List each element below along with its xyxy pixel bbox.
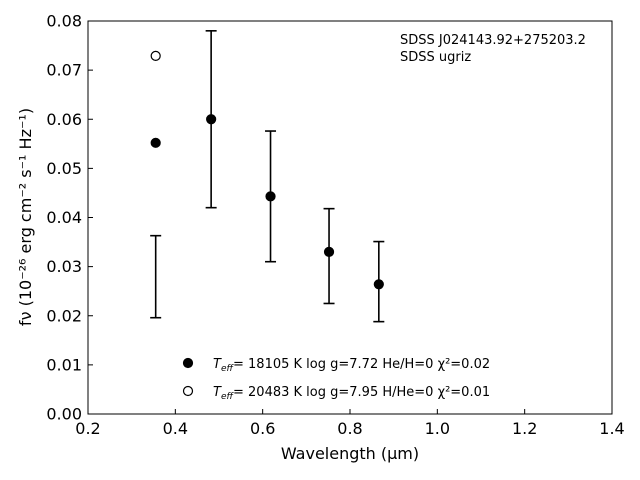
plot-area — [150, 30, 385, 323]
model-filled-point-0 — [150, 137, 161, 148]
legend-entry-2-rest: = 20483 K log g=7.95 H/He=0 χ²=0.01 — [233, 385, 490, 400]
annotation-filter-set: SDSS ugriz — [400, 50, 471, 65]
y-tick-label-7: 0.07 — [46, 61, 82, 80]
y-tick-label-0: 0.00 — [46, 405, 82, 424]
x-tick-label-6: 1.4 — [599, 419, 624, 438]
annotation-object-name: SDSS J024143.92+275203.2 — [400, 33, 586, 48]
x-tick-label-5: 1.2 — [512, 419, 537, 438]
y-tick-label-1: 0.01 — [46, 355, 82, 374]
y-tick-label-4: 0.04 — [46, 208, 82, 227]
y-tick-label-5: 0.05 — [46, 159, 82, 178]
legend-entry-2-teff: T — [213, 385, 222, 400]
legend-marker-open — [182, 385, 194, 397]
x-axis: 0.2 0.4 0.6 0.8 1.0 1.2 1.4 — [75, 409, 625, 438]
legend-marker-filled — [182, 357, 194, 369]
model-filled-point-1 — [206, 114, 217, 125]
legend-entry-1-teff: T — [213, 357, 222, 372]
x-tick-label-3: 0.8 — [337, 419, 362, 438]
model-filled-point-2 — [265, 191, 276, 202]
legend-entry-2: Teff= 20483 K log g=7.95 H/He=0 χ²=0.01 — [213, 385, 490, 402]
x-tick-label-1: 0.4 — [163, 419, 188, 438]
x-tick-label-0: 0.2 — [75, 419, 100, 438]
model-filled-point-3 — [323, 246, 335, 257]
y-tick-label-3: 0.03 — [46, 257, 82, 276]
x-tick-label-2: 0.6 — [250, 419, 275, 438]
y-tick-label-2: 0.02 — [46, 306, 82, 325]
y-tick-label-8: 0.08 — [46, 12, 82, 31]
legend-entry-2-teff-sub: eff — [221, 392, 235, 402]
y-tick-label-6: 0.06 — [46, 110, 82, 129]
legend: Teff= 18105 K log g=7.72 He/H=0 χ²=0.02 … — [182, 357, 490, 402]
x-tick-label-4: 1.0 — [425, 419, 450, 438]
model-open-point-0 — [150, 50, 161, 61]
model-filled-point-4 — [373, 279, 384, 290]
legend-entry-1: Teff= 18105 K log g=7.72 He/H=0 χ²=0.02 — [213, 357, 490, 374]
legend-entry-1-teff-sub: eff — [221, 364, 235, 374]
x-axis-title: Wavelength (μm) — [281, 444, 419, 463]
y-axis: 0.00 0.01 0.02 0.03 0.04 0.05 0.06 0.07 0.08 — [46, 12, 93, 424]
y-axis-title: fν (10⁻²⁶ erg cm⁻² s⁻¹ Hz⁻¹) — [16, 108, 35, 326]
legend-entry-1-rest: = 18105 K log g=7.72 He/H=0 χ²=0.02 — [233, 357, 490, 372]
